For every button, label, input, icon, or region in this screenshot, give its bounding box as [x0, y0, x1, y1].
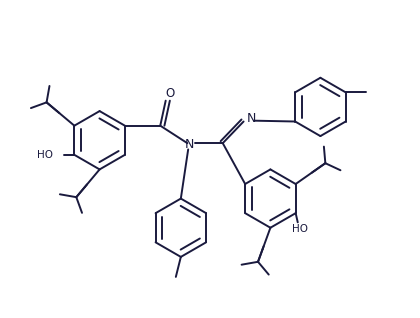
Text: HO: HO [37, 150, 52, 160]
Text: N: N [185, 138, 194, 151]
Text: HO: HO [292, 224, 308, 234]
Text: N: N [247, 112, 256, 125]
Text: O: O [165, 87, 174, 100]
